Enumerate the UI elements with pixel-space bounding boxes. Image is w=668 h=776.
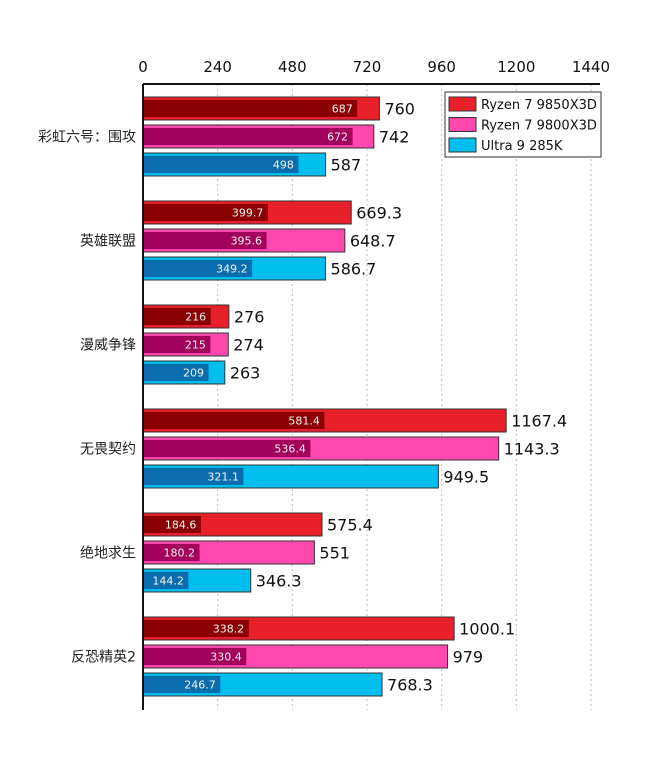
inner-data-label: 215 xyxy=(185,339,206,352)
x-tick-label: 1200 xyxy=(497,58,535,76)
inner-bar xyxy=(143,336,211,353)
inner-bar xyxy=(143,128,353,145)
legend-label: Ultra 9 285K xyxy=(481,139,563,154)
category-label: 绝地求生 xyxy=(80,546,136,562)
inner-data-label: 144.2 xyxy=(152,575,184,588)
data-label: 949.5 xyxy=(443,468,489,487)
inner-data-label: 246.7 xyxy=(184,679,216,692)
inner-bar xyxy=(143,440,311,457)
data-label: 979 xyxy=(453,648,484,667)
inner-data-label: 330.4 xyxy=(210,651,242,664)
legend-swatch xyxy=(448,137,477,153)
data-label: 669.3 xyxy=(356,204,402,223)
inner-bar xyxy=(143,468,244,485)
data-label: 551 xyxy=(319,544,350,563)
inner-data-label: 321.1 xyxy=(207,471,239,484)
x-tick-label: 1440 xyxy=(572,58,610,76)
x-axis-ticks: 0 240 480 720 960 1200 1440 xyxy=(138,58,610,76)
inner-data-label: 536.4 xyxy=(274,443,306,456)
inner-bar xyxy=(143,260,253,277)
x-tick-label: 240 xyxy=(203,58,232,76)
inner-bar xyxy=(143,648,247,665)
inner-bar xyxy=(143,516,201,533)
category-label: 反恐精英2 xyxy=(71,649,136,666)
inner-data-label: 687 xyxy=(332,103,353,116)
legend: Ryzen 7 9850X3D Ryzen 7 9800X3D Ultra 9 28… xyxy=(444,91,602,158)
inner-bar xyxy=(143,308,211,325)
inner-data-label: 399.7 xyxy=(232,207,264,220)
inner-data-label: 498 xyxy=(273,159,294,172)
data-label: 760 xyxy=(384,100,415,119)
data-label: 346.3 xyxy=(256,572,302,591)
data-label: 768.3 xyxy=(387,676,433,695)
data-label: 1143.3 xyxy=(504,440,560,459)
x-tick-label: 480 xyxy=(278,58,307,76)
category-label: 彩虹六号：围攻 xyxy=(38,130,136,146)
category-label: 无畏契约 xyxy=(80,442,136,458)
inner-bar xyxy=(143,232,267,249)
data-label: 274 xyxy=(233,336,264,355)
inner-bar xyxy=(143,544,200,561)
data-label: 1000.1 xyxy=(459,620,515,639)
data-label: 586.7 xyxy=(331,260,377,279)
inner-bar xyxy=(143,204,268,221)
data-label: 263 xyxy=(230,364,261,383)
inner-bar xyxy=(143,412,325,429)
bars: 687 760 672 742 498 587 399.7 669.3 395.6 648.7 34… xyxy=(142,96,567,697)
inner-data-label: 180.2 xyxy=(164,547,196,560)
data-label: 276 xyxy=(234,308,265,327)
inner-bar xyxy=(143,100,358,117)
legend-label: Ryzen 7 9800X3D xyxy=(481,119,597,134)
data-label: 742 xyxy=(379,128,410,147)
data-label: 587 xyxy=(331,156,362,175)
data-label: 1167.4 xyxy=(511,412,567,431)
data-label: 648.7 xyxy=(350,232,396,251)
inner-data-label: 395.6 xyxy=(231,235,263,248)
x-tick-label: 960 xyxy=(427,58,456,76)
inner-bar xyxy=(143,620,249,637)
inner-bar xyxy=(143,156,299,173)
x-tick-label: 720 xyxy=(353,58,382,76)
x-tick-label: 0 xyxy=(138,58,148,76)
grid-lines xyxy=(217,84,592,710)
category-label: 英雄联盟 xyxy=(80,233,136,250)
inner-data-label: 209 xyxy=(183,367,204,380)
inner-data-label: 216 xyxy=(185,311,206,324)
legend-swatch xyxy=(448,117,477,132)
inner-bar xyxy=(143,676,221,693)
legend-label: Ryzen 7 9850X3D xyxy=(481,98,597,113)
inner-bar xyxy=(143,364,209,381)
inner-data-label: 338.2 xyxy=(213,623,245,636)
legend-swatch xyxy=(448,96,477,112)
inner-data-label: 349.2 xyxy=(216,263,248,276)
data-label: 575.4 xyxy=(327,516,373,535)
inner-data-label: 184.6 xyxy=(165,519,197,532)
inner-bar xyxy=(143,572,189,589)
inner-data-label: 672 xyxy=(327,131,348,144)
category-label: 漫威争锋 xyxy=(80,338,136,354)
inner-data-label: 581.4 xyxy=(288,415,320,428)
